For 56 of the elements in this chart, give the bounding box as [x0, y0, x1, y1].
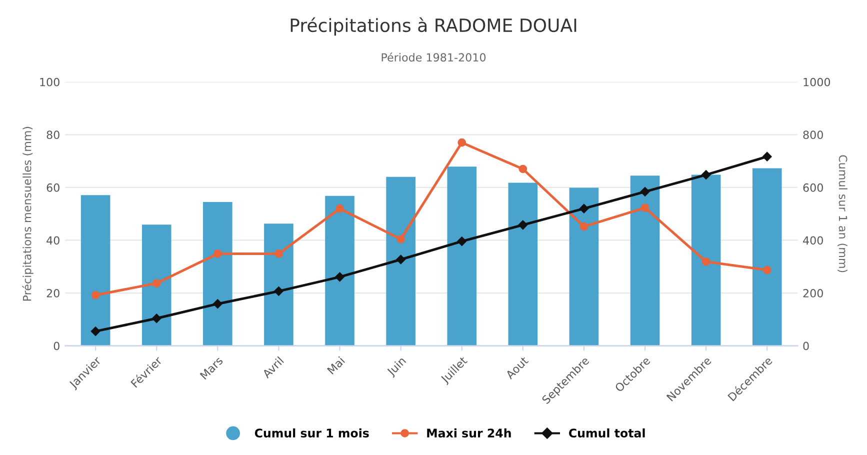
point — [90, 326, 100, 336]
legend-label: Cumul total — [569, 428, 645, 438]
point — [458, 138, 466, 147]
y-tick-label: 20 — [46, 288, 60, 298]
bar — [569, 188, 599, 346]
point — [457, 236, 466, 246]
y-tick-label: 40 — [46, 236, 60, 245]
point — [580, 222, 588, 231]
point — [640, 204, 650, 212]
point — [579, 204, 589, 214]
legend-label: Maxi sur 24h — [427, 428, 511, 438]
bar — [691, 174, 721, 346]
point — [336, 204, 344, 213]
point — [640, 187, 650, 196]
y2-axis-title: Cumul sur 1 an (mm) — [838, 155, 848, 272]
point — [152, 279, 161, 288]
bar — [447, 166, 477, 346]
y2-tick-label: 600 — [803, 183, 823, 192]
point — [762, 152, 772, 162]
point — [152, 314, 162, 323]
point — [213, 299, 222, 308]
point — [335, 272, 344, 282]
point — [213, 250, 222, 258]
chart-title: Précipitations à RADOME DOUAI — [290, 17, 576, 36]
point — [518, 164, 528, 174]
y2-tick-label: 400 — [803, 236, 823, 245]
point — [701, 170, 711, 180]
point — [396, 235, 405, 244]
x-tick-label: Mai — [326, 356, 346, 375]
point — [91, 290, 100, 300]
y-tick-label: 60 — [46, 183, 60, 192]
y-axis-title: Précipitations mensuelles (mm) — [22, 126, 34, 301]
legend-label: Cumul sur 1 mois — [254, 428, 369, 438]
point — [396, 254, 406, 264]
chart-subtitle: Période 1981-2010 — [382, 52, 486, 62]
point — [762, 266, 772, 274]
bar — [325, 196, 354, 346]
bar — [142, 224, 172, 346]
y2-tick-label: 1000 — [804, 78, 830, 86]
y2-tick-label: 200 — [803, 288, 823, 298]
bar — [752, 168, 782, 346]
y2-tick-label: 800 — [803, 130, 823, 140]
y-tick-label: 100 — [40, 78, 60, 86]
point — [274, 286, 284, 296]
y-tick-label: 80 — [46, 130, 60, 140]
point — [702, 257, 710, 266]
bar — [264, 224, 294, 346]
bar — [630, 176, 660, 346]
point — [274, 250, 283, 258]
bar — [386, 176, 416, 346]
point — [518, 220, 528, 230]
y-tick-label: 0 — [54, 342, 60, 350]
y2-tick-label: 0 — [803, 342, 809, 350]
bar — [80, 195, 110, 346]
bar — [203, 202, 232, 346]
bar — [508, 182, 538, 346]
